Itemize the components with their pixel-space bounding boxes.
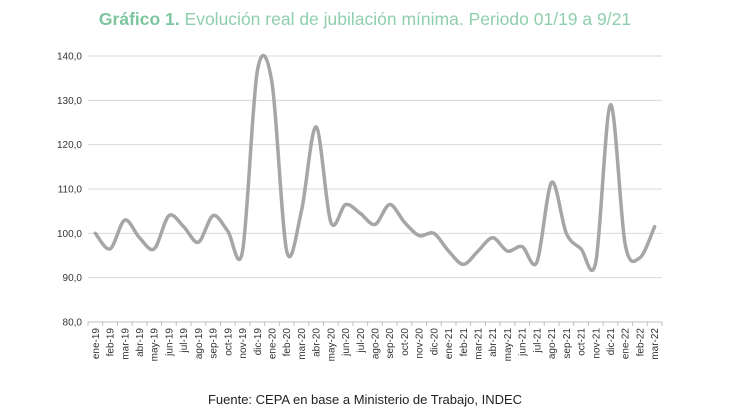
x-tick-label: ene-22 — [621, 328, 632, 360]
x-tick-label: feb-22 — [635, 328, 646, 357]
y-axis-ticks: 80,0 90,0 100,0 110,0 120,0 130,0 140,0 — [57, 52, 82, 329]
x-tick-label: ene-19 — [91, 328, 102, 360]
x-tick-label: jul-19 — [179, 328, 190, 354]
x-tick-label: feb-20 — [282, 328, 293, 357]
y-tick-label: 130,0 — [57, 96, 82, 107]
x-tick-label: sep-21 — [562, 328, 573, 359]
x-tick-label: jun-19 — [164, 328, 175, 357]
x-axis-tick-marks — [87, 322, 663, 326]
y-tick-label: 100,0 — [57, 229, 82, 240]
x-tick-label: may-21 — [503, 328, 514, 362]
x-tick-label: ene-21 — [444, 328, 455, 360]
x-tick-label: oct-21 — [577, 328, 588, 356]
y-tick-label: 80,0 — [63, 318, 83, 329]
y-tick-label: 120,0 — [57, 140, 82, 151]
x-axis-ticks: ene-19 feb-19 mar-19 abr-19 may-19 jun-19 jul-… — [91, 328, 661, 362]
x-tick-label: may-20 — [326, 328, 337, 362]
series-line — [93, 53, 657, 273]
x-tick-label: abr-20 — [312, 328, 323, 357]
x-tick-label: mar-19 — [120, 328, 131, 360]
x-tick-label: abr-19 — [135, 328, 146, 357]
y-tick-label: 90,0 — [63, 273, 83, 284]
x-tick-label: ago-21 — [547, 328, 558, 360]
x-tick-label: oct-19 — [223, 328, 234, 356]
chart-title-prefix: Gráfico 1. — [98, 9, 180, 29]
x-tick-label: jul-21 — [532, 328, 543, 354]
x-tick-label: abr-21 — [488, 328, 499, 357]
x-tick-label: feb-21 — [459, 328, 470, 357]
x-tick-label: ago-20 — [371, 328, 382, 360]
y-tick-label: 110,0 — [58, 185, 83, 196]
x-tick-label: mar-22 — [650, 328, 661, 360]
chart-title: Gráfico 1. Evolución real de jubilación … — [0, 9, 730, 30]
x-tick-label: dic-20 — [429, 328, 440, 356]
x-tick-label: nov-21 — [591, 328, 602, 359]
x-tick-label: jun-20 — [341, 328, 352, 357]
x-tick-label: dic-21 — [606, 328, 617, 356]
x-tick-label: mar-21 — [474, 328, 485, 360]
x-tick-label: dic-19 — [253, 328, 264, 356]
x-tick-label: feb-19 — [106, 328, 117, 357]
x-tick-label: jul-20 — [356, 328, 367, 354]
x-tick-label: may-19 — [150, 328, 161, 362]
x-tick-label: jun-21 — [518, 328, 529, 357]
y-tick-label: 140,0 — [57, 52, 82, 63]
x-tick-label: mar-20 — [297, 328, 308, 360]
x-tick-label: oct-20 — [400, 328, 411, 356]
x-tick-label: ago-19 — [194, 328, 205, 360]
x-tick-label: ene-20 — [267, 328, 278, 360]
x-tick-label: sep-19 — [209, 328, 220, 359]
x-tick-label: sep-20 — [385, 328, 396, 359]
x-tick-label: nov-20 — [415, 328, 426, 359]
chart-source: Fuente: CEPA en base a Ministerio de Tra… — [207, 392, 523, 407]
chart-title-text: Evolución real de jubilación mínima. Per… — [184, 9, 632, 29]
x-tick-label: nov-19 — [238, 328, 249, 359]
